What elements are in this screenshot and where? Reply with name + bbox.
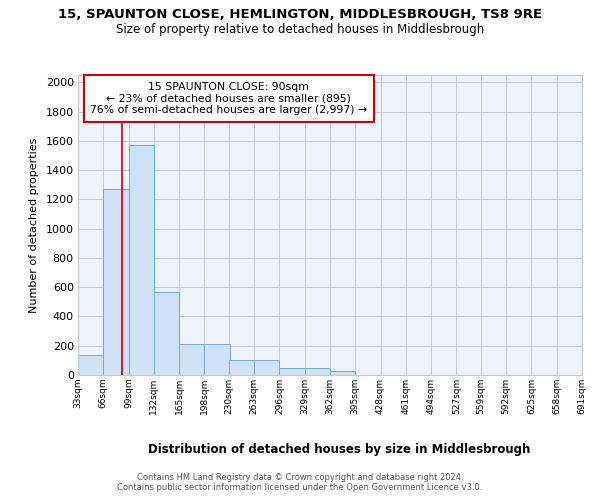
Bar bbox=[330, 372, 355, 375]
Text: 15 SPAUNTON CLOSE: 90sqm
← 23% of detached houses are smaller (895)
76% of semi-: 15 SPAUNTON CLOSE: 90sqm ← 23% of detach… bbox=[91, 82, 367, 115]
Text: Contains HM Land Registry data © Crown copyright and database right 2024.
Contai: Contains HM Land Registry data © Crown c… bbox=[118, 473, 482, 492]
Bar bbox=[229, 360, 254, 375]
Text: 15, SPAUNTON CLOSE, HEMLINGTON, MIDDLESBROUGH, TS8 9RE: 15, SPAUNTON CLOSE, HEMLINGTON, MIDDLESB… bbox=[58, 8, 542, 20]
Text: Distribution of detached houses by size in Middlesbrough: Distribution of detached houses by size … bbox=[148, 442, 530, 456]
Bar bbox=[305, 368, 330, 375]
Bar bbox=[254, 360, 280, 375]
Y-axis label: Number of detached properties: Number of detached properties bbox=[29, 138, 39, 312]
Bar bbox=[128, 145, 154, 375]
Bar bbox=[154, 292, 179, 375]
Bar bbox=[280, 368, 305, 375]
Bar bbox=[205, 344, 230, 375]
Bar bbox=[179, 344, 205, 375]
Bar bbox=[103, 189, 128, 375]
Text: Size of property relative to detached houses in Middlesbrough: Size of property relative to detached ho… bbox=[116, 22, 484, 36]
Bar bbox=[78, 354, 103, 375]
